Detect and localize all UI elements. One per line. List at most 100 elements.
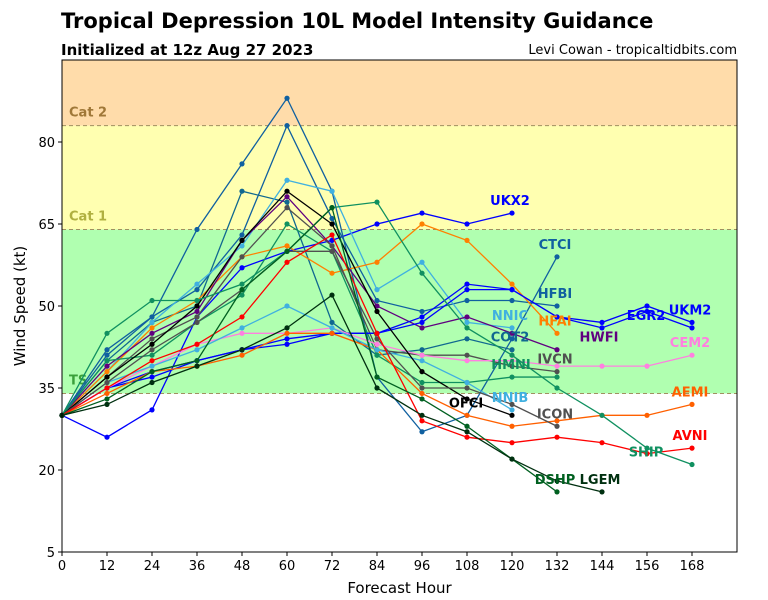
data-point bbox=[149, 297, 155, 304]
data-point bbox=[104, 374, 110, 380]
data-point bbox=[419, 259, 425, 265]
data-point bbox=[419, 347, 425, 353]
series-label: LGEM bbox=[580, 473, 621, 488]
data-point bbox=[149, 407, 155, 413]
data-point bbox=[329, 215, 335, 222]
data-point bbox=[194, 347, 200, 353]
data-point bbox=[284, 221, 290, 227]
x-tick-label: 72 bbox=[324, 559, 341, 574]
series-label: NNIC bbox=[492, 309, 528, 324]
x-tick-label: 120 bbox=[500, 559, 525, 574]
series-line bbox=[61, 96, 558, 433]
data-point bbox=[509, 336, 515, 342]
data-point bbox=[284, 177, 290, 183]
data-point bbox=[419, 429, 425, 435]
series-line bbox=[61, 223, 557, 416]
data-point bbox=[419, 319, 425, 325]
data-point bbox=[554, 369, 560, 375]
data-point bbox=[239, 325, 245, 331]
data-point bbox=[464, 352, 470, 358]
data-point bbox=[374, 352, 380, 358]
data-point bbox=[149, 314, 155, 320]
x-tick-label: 84 bbox=[369, 559, 386, 574]
data-point bbox=[149, 363, 155, 369]
x-tick-label: 156 bbox=[635, 559, 660, 574]
data-point bbox=[194, 341, 200, 347]
data-point bbox=[644, 308, 650, 315]
x-tick-label: 36 bbox=[189, 559, 206, 574]
x-tick-label: 60 bbox=[279, 559, 296, 574]
x-tick-label: 132 bbox=[545, 559, 570, 574]
series-label: IVCN bbox=[537, 353, 572, 368]
data-point bbox=[149, 325, 155, 331]
data-point bbox=[374, 341, 380, 347]
data-point bbox=[149, 330, 155, 336]
data-point bbox=[509, 287, 515, 293]
data-point bbox=[509, 330, 515, 336]
data-point bbox=[329, 205, 335, 211]
data-point bbox=[554, 489, 560, 495]
data-point bbox=[149, 336, 155, 342]
series-line bbox=[61, 206, 558, 416]
data-point bbox=[104, 352, 110, 358]
data-point bbox=[464, 281, 470, 287]
data-point bbox=[509, 440, 515, 446]
y-tick-label: 80 bbox=[38, 136, 55, 151]
data-point bbox=[419, 379, 425, 386]
data-point bbox=[329, 292, 335, 298]
data-point bbox=[689, 445, 695, 451]
data-point bbox=[554, 254, 560, 260]
data-point bbox=[509, 347, 515, 353]
data-point bbox=[419, 270, 425, 276]
data-point bbox=[104, 434, 110, 440]
data-point bbox=[239, 243, 245, 249]
data-point bbox=[509, 374, 515, 380]
data-point bbox=[239, 232, 245, 238]
data-point bbox=[149, 369, 155, 375]
data-point bbox=[599, 325, 605, 331]
data-point bbox=[194, 308, 200, 315]
series-avni bbox=[59, 232, 695, 457]
series-label: OFCI bbox=[449, 396, 483, 411]
data-point bbox=[239, 292, 245, 298]
band-label: Cat 1 bbox=[69, 209, 107, 224]
data-point bbox=[554, 347, 560, 353]
data-point bbox=[284, 330, 290, 336]
data-point bbox=[104, 379, 110, 386]
data-point bbox=[239, 188, 245, 194]
data-point bbox=[644, 445, 650, 451]
data-point bbox=[509, 325, 515, 331]
data-point bbox=[509, 412, 515, 418]
data-point bbox=[104, 347, 110, 353]
y-tick-label: 50 bbox=[38, 300, 55, 315]
data-point bbox=[554, 330, 560, 336]
data-point bbox=[284, 325, 290, 331]
data-point bbox=[194, 287, 200, 293]
series-label: NNIB bbox=[492, 391, 529, 406]
data-point bbox=[239, 347, 245, 353]
data-point bbox=[104, 330, 110, 336]
data-point bbox=[194, 297, 200, 304]
data-point bbox=[239, 287, 245, 293]
series-line bbox=[61, 223, 558, 416]
y-tick-label: 35 bbox=[38, 382, 55, 397]
series-label: AVNI bbox=[673, 429, 708, 444]
data-point bbox=[284, 205, 290, 211]
data-point bbox=[194, 303, 200, 309]
data-point bbox=[284, 194, 290, 200]
x-tick-label: 96 bbox=[414, 559, 431, 574]
data-point bbox=[284, 95, 290, 101]
data-point bbox=[464, 287, 470, 293]
data-point bbox=[644, 412, 650, 418]
data-point bbox=[149, 358, 155, 364]
y-tick-label: 5 bbox=[47, 546, 55, 561]
y-tick-label: 65 bbox=[38, 218, 55, 233]
data-point bbox=[284, 336, 290, 342]
data-point bbox=[419, 314, 425, 320]
series-label: SHIP bbox=[629, 446, 664, 461]
series-label: HWFI bbox=[580, 331, 619, 346]
data-point bbox=[374, 385, 380, 391]
data-point bbox=[419, 221, 425, 227]
data-point bbox=[419, 385, 425, 391]
